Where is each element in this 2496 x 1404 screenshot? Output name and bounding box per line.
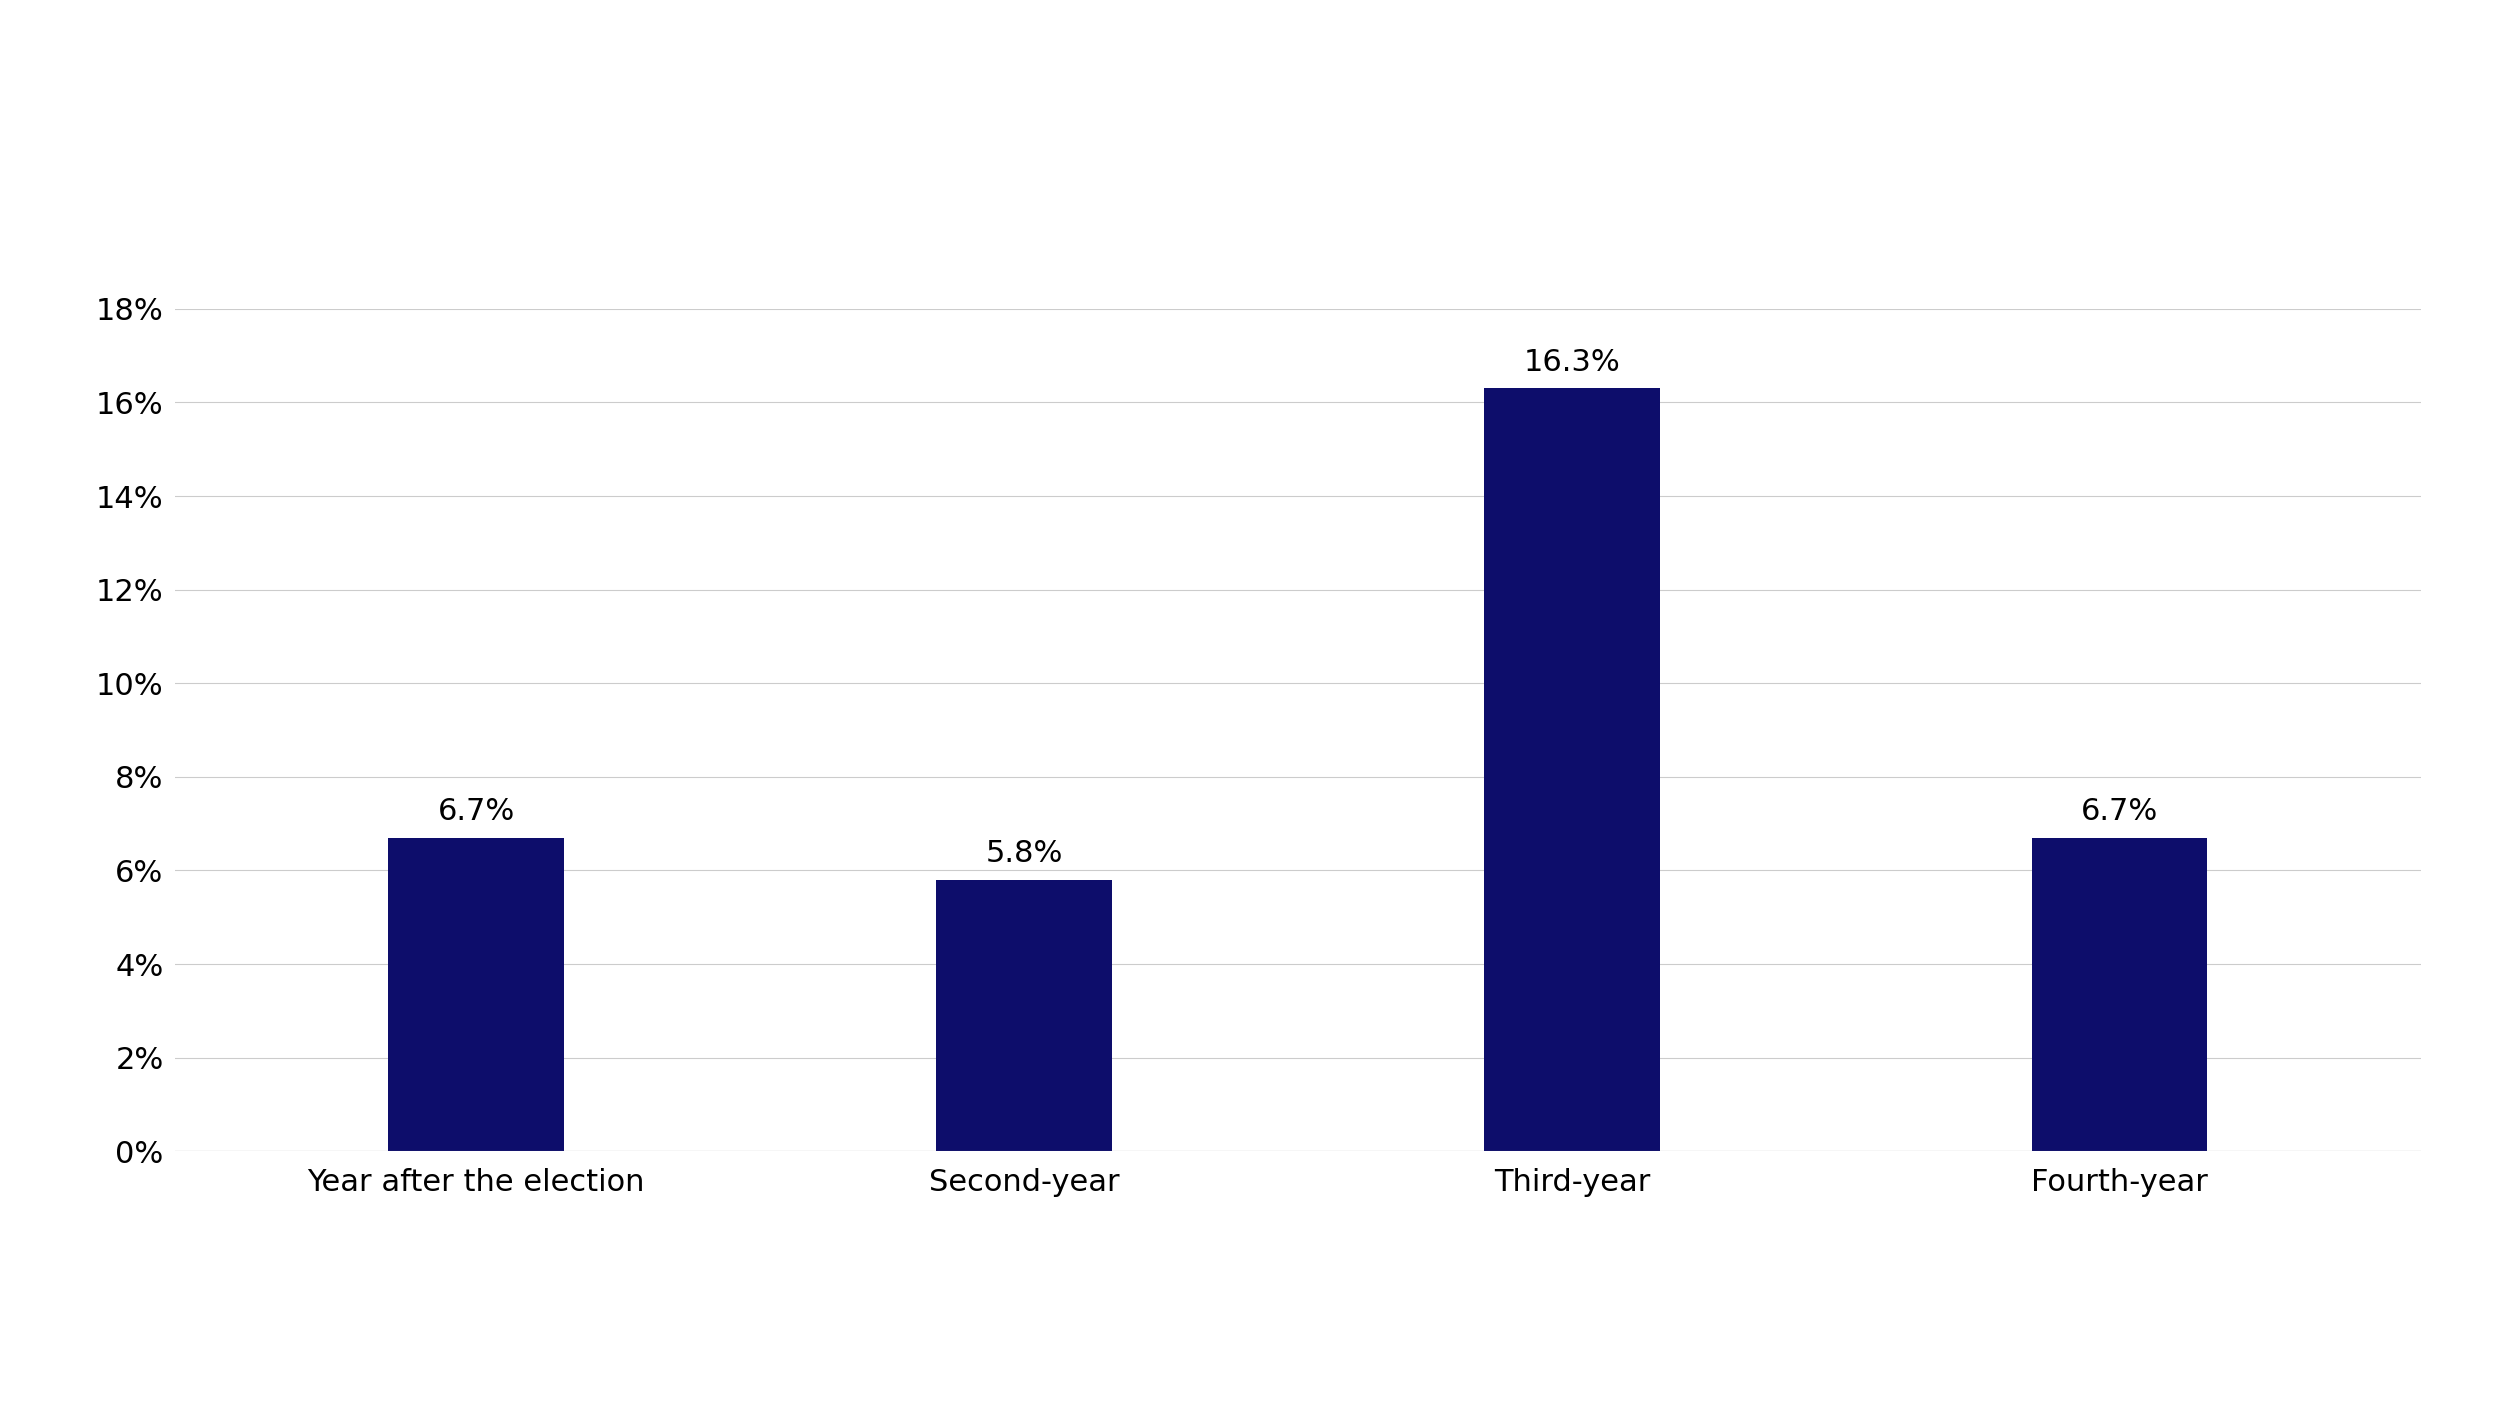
Text: 6.7%: 6.7% xyxy=(2082,797,2159,826)
Text: 6.7%: 6.7% xyxy=(437,797,514,826)
Bar xyxy=(936,880,1111,1151)
Text: 16.3%: 16.3% xyxy=(1523,348,1620,376)
Bar xyxy=(2032,838,2206,1151)
Text: 5.8%: 5.8% xyxy=(986,840,1063,868)
Bar xyxy=(1485,389,1660,1151)
Bar xyxy=(389,838,564,1151)
